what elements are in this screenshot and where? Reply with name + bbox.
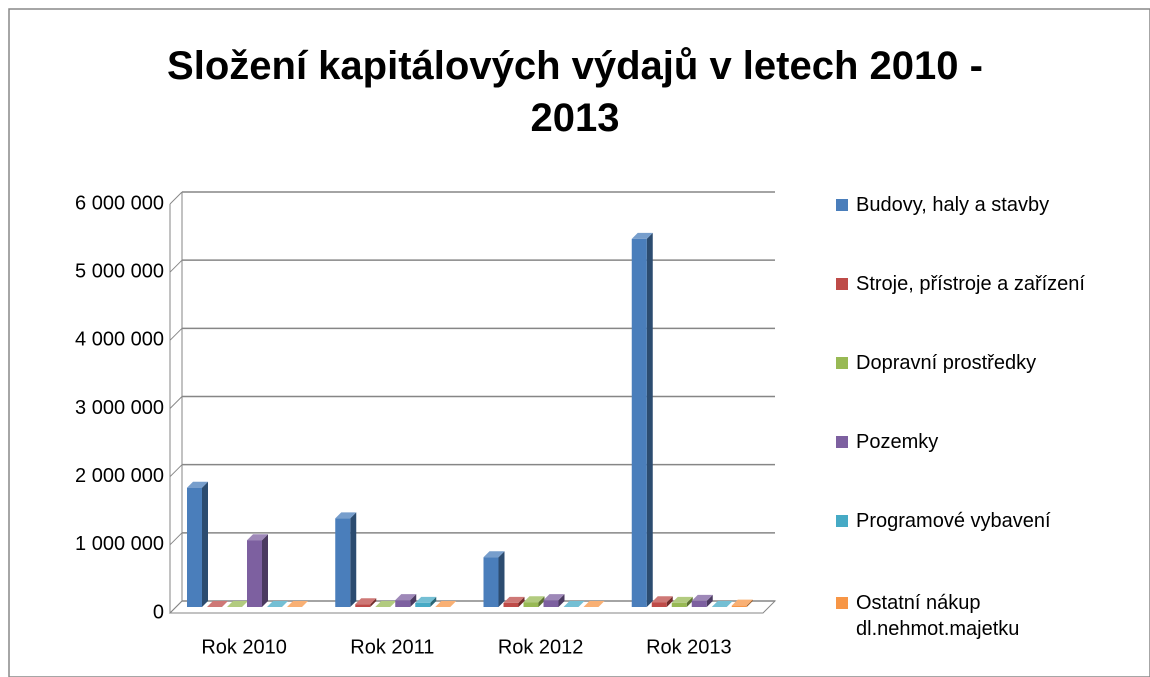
legend-label: Stroje, přístroje a zařízení (856, 273, 1085, 295)
bar-top (523, 596, 545, 603)
bar-top (395, 594, 417, 601)
bar-side (410, 594, 417, 607)
bar-top (483, 551, 505, 558)
bar-top (563, 601, 585, 607)
bar (247, 540, 262, 607)
bar (415, 602, 431, 607)
bar (523, 602, 539, 607)
bar-top (503, 596, 525, 603)
bar (731, 605, 747, 607)
bar (691, 600, 707, 607)
x-tick-label: Rok 2013 (646, 636, 732, 658)
grid-line (169, 191, 183, 205)
y-tick-label: 4 000 000 (75, 329, 164, 351)
chart-frame (8, 8, 1150, 677)
bar-top (247, 534, 268, 541)
bar-top (415, 596, 437, 603)
y-tick-label: 1 000 000 (75, 533, 164, 555)
grid-line (169, 259, 183, 273)
grid-line (169, 396, 183, 409)
bar (503, 602, 519, 607)
bar-top (671, 596, 693, 603)
bar (483, 557, 499, 607)
x-tick-label: Rok 2011 (350, 636, 434, 658)
bar-top (631, 232, 653, 239)
bar-side (370, 598, 377, 607)
bar-top (711, 601, 733, 607)
bar (335, 518, 351, 607)
bar-side (686, 596, 693, 607)
bar-top (435, 601, 457, 607)
y-tick-label: 3 000 000 (75, 397, 164, 419)
legend-swatch (836, 199, 848, 211)
y-tick-label: 2 000 000 (75, 465, 164, 487)
bar-top (375, 601, 397, 607)
bar-top (187, 481, 208, 488)
bar-side (646, 232, 653, 607)
bar-top (287, 601, 308, 607)
x-tick-label: Rok 2012 (498, 636, 584, 658)
bar-top (267, 601, 288, 607)
bar (671, 602, 687, 607)
bar-side (498, 551, 505, 607)
legend-swatch (836, 278, 848, 290)
legend-label: Programové vybavení (856, 510, 1051, 532)
grid-line (169, 464, 183, 478)
legend-label: Budovy, haly a stavby (856, 194, 1050, 216)
bar-top (207, 601, 228, 607)
y-tick-label: 5 000 000 (75, 260, 164, 282)
legend-label: Ostatní nákup dl.nehmot.majetku (856, 592, 1020, 640)
legend-label: Pozemky (856, 431, 939, 453)
legend-swatch (836, 357, 848, 369)
bar-top (651, 596, 673, 603)
bar (543, 600, 559, 607)
bar-side (202, 481, 208, 607)
bar-side (538, 596, 545, 607)
bar (395, 600, 411, 607)
bar-top (691, 594, 713, 601)
bar-side (430, 596, 437, 607)
grid-line (169, 532, 183, 546)
x-tick-label: Rok 2010 (201, 636, 287, 658)
bar-top (335, 512, 357, 519)
bar-side (558, 594, 565, 607)
bar-top (583, 601, 605, 607)
legend-swatch (836, 436, 848, 448)
bar-side (666, 596, 673, 607)
bar (355, 604, 371, 607)
chart-title: Složení kapitálových výdajů v letech 201… (167, 44, 983, 140)
y-tick-label: 6 000 000 (75, 192, 164, 214)
bar-side (350, 512, 357, 607)
y-tick-label: 0 (153, 601, 164, 623)
bar-side (518, 596, 525, 607)
bar (651, 602, 667, 607)
bar-top (227, 601, 248, 607)
bar-top (543, 594, 565, 601)
legend-label: Dopravní prostředky (856, 352, 1037, 374)
bar-top (731, 599, 753, 606)
bar-side (746, 599, 753, 607)
bar-side (262, 534, 268, 607)
legend-swatch (836, 515, 848, 527)
bar (631, 238, 647, 607)
legend-swatch (836, 597, 848, 609)
bar-top (355, 598, 377, 605)
bar (187, 487, 202, 607)
bar-side (706, 594, 713, 607)
grid-line (169, 327, 183, 341)
grid-line (169, 600, 183, 614)
